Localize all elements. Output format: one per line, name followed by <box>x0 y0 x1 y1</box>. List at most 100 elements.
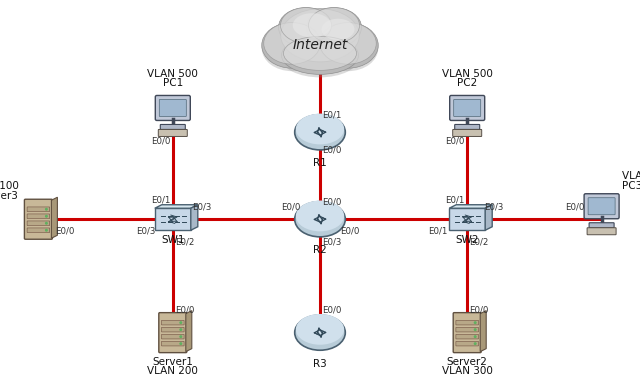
Ellipse shape <box>280 8 332 43</box>
Text: Server3: Server3 <box>0 191 19 201</box>
FancyBboxPatch shape <box>450 96 484 121</box>
Text: VLAN 500: VLAN 500 <box>147 69 198 79</box>
Text: E0/3: E0/3 <box>484 203 504 212</box>
Ellipse shape <box>307 11 362 50</box>
Ellipse shape <box>296 314 344 345</box>
Text: PC3: PC3 <box>621 181 640 191</box>
Text: VLAN 300: VLAN 300 <box>442 366 493 376</box>
Text: R1: R1 <box>313 158 327 168</box>
FancyBboxPatch shape <box>160 124 186 129</box>
Text: E0/0: E0/0 <box>470 305 489 314</box>
Ellipse shape <box>292 13 332 37</box>
Circle shape <box>474 321 477 324</box>
Text: E0/1: E0/1 <box>151 195 170 204</box>
Ellipse shape <box>278 11 333 50</box>
FancyBboxPatch shape <box>587 228 616 235</box>
Ellipse shape <box>294 201 346 237</box>
Text: E0/3: E0/3 <box>323 237 342 246</box>
Polygon shape <box>155 205 198 208</box>
FancyBboxPatch shape <box>27 207 50 212</box>
Text: E0/0: E0/0 <box>323 305 342 314</box>
FancyBboxPatch shape <box>161 327 184 332</box>
Circle shape <box>45 222 48 225</box>
Text: PC2: PC2 <box>457 78 477 88</box>
Text: E0/0: E0/0 <box>565 203 584 212</box>
Ellipse shape <box>282 39 358 77</box>
Ellipse shape <box>294 115 346 150</box>
Circle shape <box>45 215 48 218</box>
Circle shape <box>474 328 477 331</box>
Polygon shape <box>449 208 485 230</box>
Ellipse shape <box>279 12 361 69</box>
FancyBboxPatch shape <box>27 214 50 218</box>
FancyBboxPatch shape <box>159 313 187 353</box>
Text: Server1: Server1 <box>152 356 193 367</box>
Ellipse shape <box>279 9 361 66</box>
Circle shape <box>45 229 48 232</box>
Text: E0/0: E0/0 <box>323 197 342 206</box>
Ellipse shape <box>307 8 362 47</box>
FancyBboxPatch shape <box>158 129 188 136</box>
FancyBboxPatch shape <box>27 221 50 226</box>
Text: E0/0: E0/0 <box>175 305 195 314</box>
Text: E0/1: E0/1 <box>323 110 342 119</box>
Ellipse shape <box>262 26 323 71</box>
Circle shape <box>474 342 477 345</box>
Text: E0/0: E0/0 <box>445 136 465 145</box>
FancyBboxPatch shape <box>456 327 479 332</box>
Ellipse shape <box>284 36 356 70</box>
FancyBboxPatch shape <box>456 341 479 346</box>
FancyBboxPatch shape <box>161 334 184 339</box>
Ellipse shape <box>278 8 333 47</box>
Text: E0/2: E0/2 <box>175 237 195 246</box>
Text: E0/0: E0/0 <box>56 227 75 236</box>
FancyBboxPatch shape <box>27 228 50 232</box>
Polygon shape <box>186 311 192 352</box>
FancyBboxPatch shape <box>24 199 52 239</box>
Text: E0/0: E0/0 <box>340 227 359 236</box>
Circle shape <box>45 208 48 211</box>
Ellipse shape <box>317 23 378 68</box>
Circle shape <box>179 335 182 338</box>
Ellipse shape <box>282 36 358 74</box>
Text: Server2: Server2 <box>447 356 488 367</box>
FancyBboxPatch shape <box>589 223 614 228</box>
Text: PC1: PC1 <box>163 78 183 88</box>
FancyBboxPatch shape <box>161 320 184 325</box>
Text: SW2: SW2 <box>456 235 479 245</box>
FancyBboxPatch shape <box>452 129 482 136</box>
FancyBboxPatch shape <box>156 96 190 121</box>
Ellipse shape <box>296 114 344 144</box>
Ellipse shape <box>317 26 378 71</box>
Text: R2: R2 <box>313 245 327 255</box>
Polygon shape <box>485 205 492 230</box>
Text: E0/2: E0/2 <box>470 237 489 246</box>
Ellipse shape <box>281 9 359 62</box>
FancyBboxPatch shape <box>161 341 184 346</box>
Ellipse shape <box>320 23 376 64</box>
FancyBboxPatch shape <box>456 334 479 339</box>
Circle shape <box>179 328 182 331</box>
FancyBboxPatch shape <box>454 124 480 129</box>
Circle shape <box>474 335 477 338</box>
Ellipse shape <box>264 23 320 64</box>
Ellipse shape <box>308 8 360 43</box>
Text: E0/3: E0/3 <box>193 203 212 212</box>
FancyBboxPatch shape <box>584 194 619 219</box>
Circle shape <box>179 321 182 324</box>
Text: Internet: Internet <box>292 38 348 53</box>
Text: E0/1: E0/1 <box>445 195 465 204</box>
Text: VLAN 500: VLAN 500 <box>442 69 493 79</box>
Text: E0/0: E0/0 <box>151 136 170 145</box>
Polygon shape <box>449 205 492 208</box>
Polygon shape <box>480 311 486 352</box>
Text: VLAN 500: VLAN 500 <box>621 171 640 181</box>
Text: E0/0: E0/0 <box>323 145 342 154</box>
FancyBboxPatch shape <box>453 313 481 353</box>
Text: E0/3: E0/3 <box>136 227 156 236</box>
Text: E0/0: E0/0 <box>281 203 300 212</box>
FancyBboxPatch shape <box>159 99 186 116</box>
Text: VLAN 200: VLAN 200 <box>147 366 198 376</box>
Polygon shape <box>191 205 198 230</box>
Text: E0/1: E0/1 <box>428 227 447 236</box>
